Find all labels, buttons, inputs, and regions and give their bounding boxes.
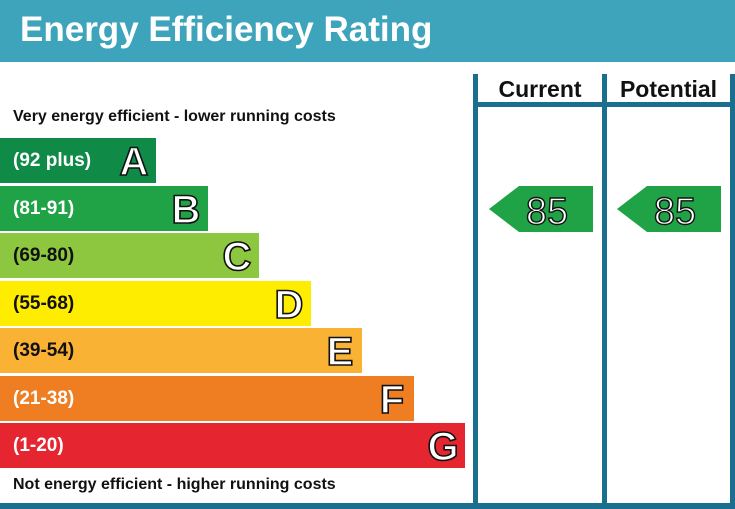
current-rating-arrow: 85: [489, 185, 593, 232]
band-letter-text: A: [120, 140, 149, 183]
band-letter: D: [267, 281, 311, 326]
band-letter: A: [112, 138, 156, 183]
page-title: Energy Efficiency Rating: [20, 10, 433, 49]
rating-band-a: (92 plus) A: [0, 138, 156, 183]
band-letter-text: F: [379, 378, 403, 421]
band-letter-text: D: [274, 283, 303, 326]
band-range-label: (1-20): [13, 435, 64, 456]
band-letter: G: [421, 423, 465, 468]
band-letter: F: [370, 376, 414, 421]
band-letter: B: [164, 186, 208, 231]
arrow-value: 85: [654, 191, 696, 232]
band-range-label: (92 plus): [13, 150, 92, 171]
column-header-potential: Potential: [619, 76, 718, 102]
arrow-shape: [489, 185, 593, 232]
band-letter-text: E: [327, 330, 354, 373]
column-header-current: Current: [498, 76, 582, 102]
rating-band-g: (1-20) G: [0, 423, 465, 468]
caption-top: Very energy efficient - lower running co…: [13, 108, 336, 125]
rating-band-d: (55-68) D: [0, 280, 311, 326]
band-letter-text: G: [427, 425, 458, 468]
arrow-value: 85: [526, 191, 568, 232]
band-letter-text: B: [171, 188, 200, 231]
potential-rating-arrow: 85: [617, 185, 721, 232]
band-range-label: (81-91): [13, 197, 75, 219]
header-rule: [473, 102, 735, 107]
band-letter: C: [215, 233, 259, 278]
band-letter: E: [318, 328, 362, 373]
band-range-label: (55-68): [13, 292, 75, 314]
rating-band-c: (69-80) C: [0, 233, 259, 278]
rating-band-f: (21-38) F: [0, 375, 414, 421]
band-letter-text: C: [223, 235, 252, 278]
rating-band-b: (81-91) B: [0, 185, 208, 231]
divider-middle: [602, 74, 607, 509]
band-range-label: (39-54): [13, 340, 75, 361]
band-range-label: (69-80): [13, 245, 75, 266]
rating-band-e: (39-54) E: [0, 328, 362, 373]
divider-left: [473, 74, 478, 509]
header-bar: Energy Efficiency Rating: [0, 0, 735, 62]
divider-right: [730, 74, 735, 509]
caption-bottom: Not energy efficient - higher running co…: [13, 476, 336, 493]
arrow-shape: [617, 185, 721, 232]
band-range-label: (21-38): [13, 387, 75, 409]
bottom-rule: [0, 503, 735, 509]
